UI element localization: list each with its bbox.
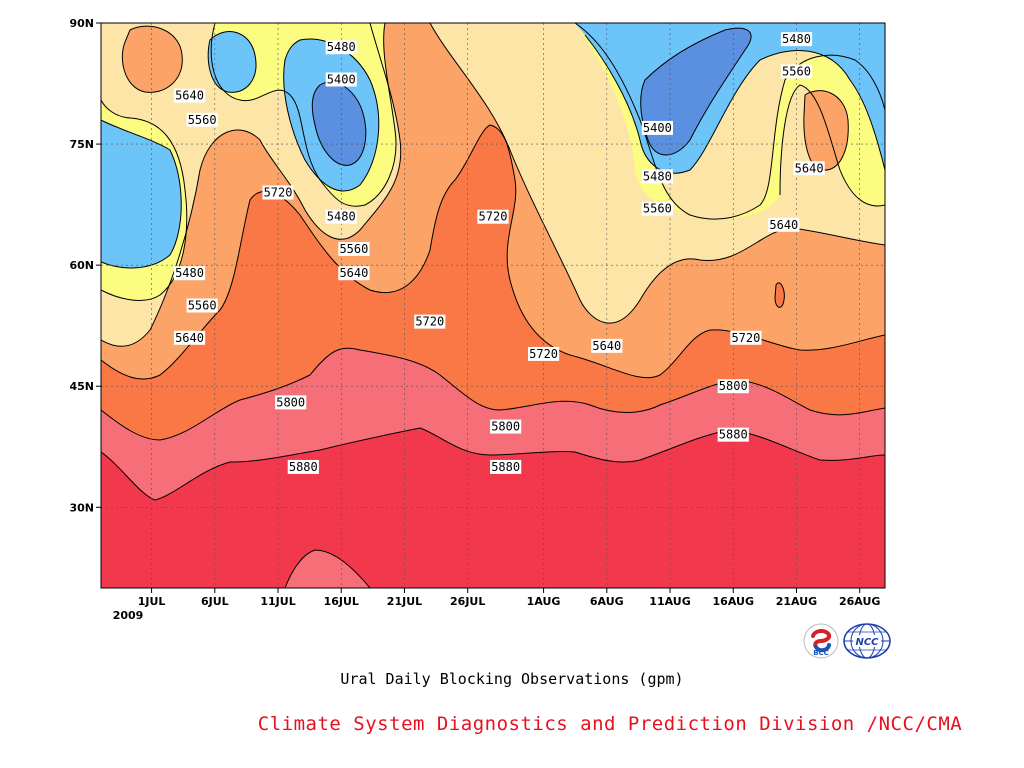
contour-label: 5480 — [325, 209, 357, 224]
band-5800-5880-bottom — [285, 550, 370, 588]
svg-text:5800: 5800 — [719, 379, 748, 393]
contour-label: 5640 — [173, 330, 206, 345]
y-tick-label: 30N — [69, 501, 94, 514]
contour-label: 5400 — [325, 72, 357, 87]
x-tick-label: 16AUG — [713, 595, 754, 608]
plot-area: 5480 5400 5640 5560 5720 5480 5560 5640 5480 5560… — [101, 23, 885, 588]
svg-text:5560: 5560 — [782, 64, 811, 78]
x-axis: 1JUL 6JUL 11JUL 16JUL 21JUL 26JUL 1AUG 6AUG 11AU… — [138, 588, 880, 608]
contour-label: 5880 — [490, 459, 522, 474]
bcc-logo-text: BCC — [813, 649, 829, 657]
contour-label: 5640 — [338, 266, 370, 281]
contour-label: 5720 — [477, 209, 509, 224]
x-tick-label: 21AUG — [776, 595, 817, 608]
contour-label: 5640 — [591, 338, 623, 353]
contour-label: 5480 — [641, 169, 673, 184]
svg-text:5640: 5640 — [769, 218, 798, 232]
band-below-5400 — [312, 28, 752, 166]
svg-text:5640: 5640 — [339, 266, 368, 280]
y-tick-label: 45N — [69, 380, 94, 393]
grid-lines — [101, 23, 885, 588]
x-tick-label: 6AUG — [590, 595, 624, 608]
svg-text:5880: 5880 — [719, 428, 748, 442]
svg-text:5640: 5640 — [592, 339, 621, 353]
contour-label: 5480 — [173, 266, 206, 281]
plot-frame — [100, 22, 886, 589]
contour-label: 5560 — [186, 112, 218, 127]
x-tick-label: 21JUL — [387, 595, 422, 608]
svg-text:5640: 5640 — [175, 331, 204, 345]
band-5640-5720-spot — [775, 282, 785, 308]
svg-text:5720: 5720 — [529, 347, 558, 361]
contour-label: 5560 — [641, 201, 673, 216]
contour-label: 5800 — [490, 419, 522, 434]
svg-text:5480: 5480 — [175, 266, 204, 280]
svg-text:5800: 5800 — [276, 395, 305, 409]
contour-label: 5800 — [717, 379, 749, 394]
svg-text:5400: 5400 — [643, 121, 672, 135]
contour-label: 5720 — [414, 314, 446, 329]
x-tick-label: 11JUL — [260, 595, 295, 608]
svg-text:5480: 5480 — [643, 169, 672, 183]
svg-text:5400: 5400 — [327, 73, 356, 87]
bcc-logo-icon: BCC — [803, 623, 839, 659]
ncc-logo-icon: NCC — [843, 623, 891, 659]
svg-text:5560: 5560 — [339, 242, 368, 256]
contour-label: 5640 — [793, 161, 825, 176]
svg-text:5720: 5720 — [479, 210, 508, 224]
y-tick-label: 60N — [69, 259, 94, 272]
contour-label: 5640 — [768, 217, 800, 232]
svg-text:5880: 5880 — [491, 460, 520, 474]
contour-label: 5720 — [730, 330, 762, 345]
chart-title: Ural Daily Blocking Observations (gpm) — [340, 670, 684, 688]
x-tick-label: 11AUG — [649, 595, 690, 608]
contour-label: 5400 — [641, 120, 673, 135]
contour-label: 5560 — [186, 298, 218, 313]
x-tick-label: 1AUG — [527, 595, 561, 608]
svg-text:5560: 5560 — [643, 202, 672, 216]
svg-text:5560: 5560 — [188, 113, 217, 127]
svg-text:5800: 5800 — [491, 420, 520, 434]
svg-text:5720: 5720 — [731, 331, 760, 345]
contour-label: 5800 — [275, 395, 307, 410]
y-tick-label: 90N — [69, 17, 94, 30]
svg-text:5480: 5480 — [782, 32, 811, 46]
svg-text:5560: 5560 — [188, 299, 217, 313]
svg-text:5480: 5480 — [327, 40, 356, 54]
contour-label: 5880 — [717, 427, 749, 442]
contour-label: 5720 — [527, 346, 560, 361]
x-tick-label: 26AUG — [839, 595, 880, 608]
svg-text:5480: 5480 — [327, 210, 356, 224]
x-year-label: 2009 — [113, 609, 144, 622]
contour-label: 5560 — [780, 64, 813, 79]
svg-text:5720: 5720 — [264, 186, 293, 200]
svg-text:5720: 5720 — [415, 315, 444, 329]
y-axis: 30N 45N 60N 75N 90N — [69, 17, 101, 514]
x-tick-label: 6JUL — [201, 595, 229, 608]
y-tick-label: 75N — [69, 138, 94, 151]
contour-label: 5880 — [287, 459, 319, 474]
contour-label: 5720 — [262, 185, 294, 200]
credit-line: Climate System Diagnostics and Predictio… — [257, 713, 963, 735]
svg-text:5640: 5640 — [795, 161, 824, 175]
contour-labels: 5480 5400 5640 5560 5720 5480 5560 5640 5480 5560… — [173, 32, 825, 474]
contour-label: 5480 — [325, 40, 357, 55]
x-tick-label: 26JUL — [450, 595, 485, 608]
x-tick-label: 16JUL — [324, 595, 359, 608]
x-tick-label: 1JUL — [138, 595, 166, 608]
svg-text:5640: 5640 — [175, 89, 204, 103]
ncc-logo-text: NCC — [855, 637, 879, 648]
contour-label: 5560 — [338, 242, 370, 256]
contour-label: 5640 — [173, 88, 206, 103]
contour-label: 5480 — [780, 32, 813, 47]
svg-text:5880: 5880 — [289, 460, 318, 474]
